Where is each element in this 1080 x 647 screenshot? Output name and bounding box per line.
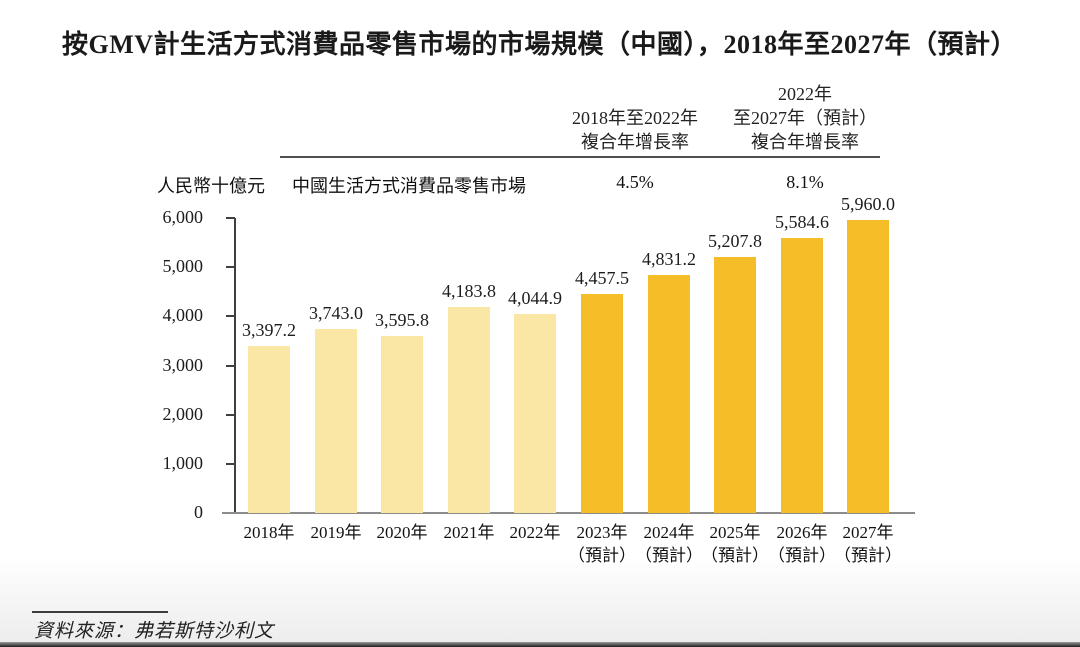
bar — [514, 314, 556, 513]
cagr-header-line: 複合年增長率 — [751, 132, 859, 152]
bottom-edge-strip — [0, 642, 1080, 647]
chart-title: 按GMV計生活方式消費品零售市場的市場規模（中國），2018年至2027年（預計… — [62, 30, 1018, 59]
y-tick-label: 4,000 — [162, 305, 204, 326]
source-rule — [32, 611, 168, 613]
bar — [714, 256, 756, 513]
header-rule — [280, 156, 880, 158]
y-tick-mark — [226, 364, 235, 367]
y-tick-label: 1,000 — [162, 452, 204, 473]
x-tick-label: 2024年 （預計） — [635, 523, 703, 565]
y-tick-mark — [226, 462, 235, 465]
bar-value-label: 4,831.2 — [642, 249, 696, 270]
cagr-value-2018-2022: 4.5% — [616, 172, 654, 192]
series-label: 中國生活方式消費品零售市場 — [292, 176, 526, 196]
bar-value-label: 4,044.9 — [508, 288, 562, 309]
bar — [648, 275, 690, 513]
y-tick-mark — [226, 217, 235, 219]
x-tick-label: 2023年 （預計） — [568, 523, 636, 565]
bar-value-label: 4,457.5 — [575, 267, 629, 288]
y-tick-label: 2,000 — [162, 403, 204, 424]
y-tick-label: 5,000 — [162, 256, 204, 277]
cagr-value-2022-2027: 8.1% — [786, 172, 824, 192]
y-tick-mark — [226, 315, 235, 318]
y-tick-mark — [226, 413, 235, 416]
bar-value-label: 5,584.6 — [775, 212, 829, 233]
y-tick-label: 0 — [194, 502, 203, 522]
bar — [781, 238, 823, 513]
x-tick-label: 2027年 （預計） — [834, 523, 902, 565]
cagr-header-line: 至2027年（預計） — [733, 108, 877, 128]
cagr-header-line: 2022年 — [778, 84, 832, 104]
bar-value-label: 5,960.0 — [841, 193, 895, 214]
y-tick-label: 6,000 — [162, 207, 204, 227]
source-text: 資料來源：弗若斯特沙利文 — [34, 621, 275, 642]
x-tick-label: 2020年 — [376, 523, 428, 542]
cagr-header-2018-2022: 2018年至2022年 複合年增長率 — [528, 106, 742, 154]
x-tick-label: 2019年 — [310, 523, 362, 542]
cagr-header-line: 2018年至2022年 — [572, 108, 698, 128]
bar-value-label: 3,595.8 — [375, 310, 429, 331]
x-tick-label: 2022年 — [509, 523, 561, 542]
bar-value-label: 5,207.8 — [708, 230, 762, 251]
bar — [581, 293, 623, 513]
bar — [381, 336, 423, 513]
cagr-header-2022-2027: 2022年 至2027年（預計） 複合年增長率 — [698, 82, 912, 154]
bar-value-label: 3,743.0 — [309, 302, 363, 323]
y-axis-unit-label: 人民幣十億元 — [157, 176, 265, 196]
bar — [448, 307, 490, 513]
x-tick-label: 2018年 — [243, 523, 295, 542]
bar-value-label: 3,397.2 — [242, 319, 296, 340]
y-tick-mark — [226, 266, 235, 269]
x-tick-label: 2026年 （預計） — [768, 523, 836, 565]
bar — [315, 328, 357, 513]
bar-value-label: 4,183.8 — [442, 281, 496, 302]
y-tick-label: 3,000 — [162, 354, 204, 375]
cagr-header-line: 複合年增長率 — [581, 132, 689, 152]
x-tick-label: 2025年 （預計） — [701, 523, 769, 565]
y-axis-line — [234, 218, 236, 513]
bar — [248, 345, 290, 513]
x-tick-label: 2021年 — [443, 523, 495, 542]
x-axis-line — [222, 512, 915, 514]
bar — [847, 219, 889, 513]
